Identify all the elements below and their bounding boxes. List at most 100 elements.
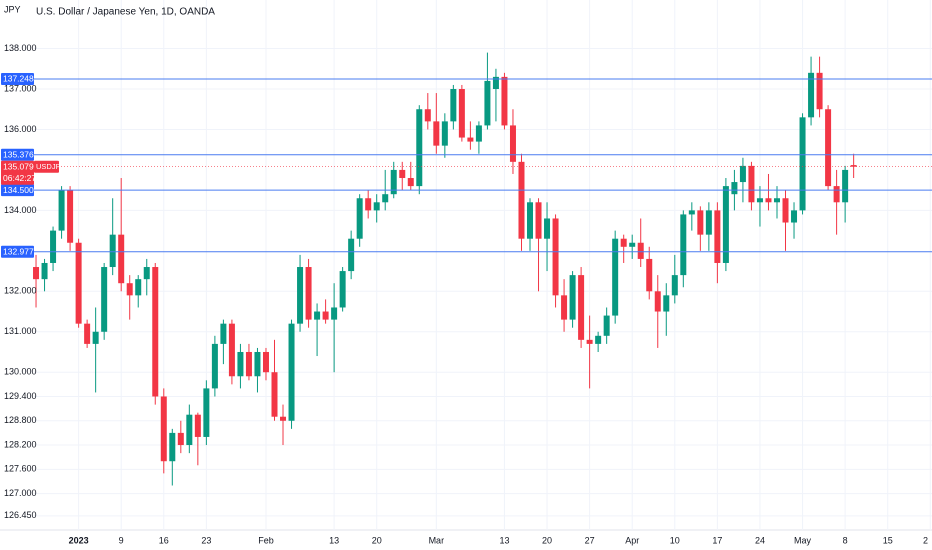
candle-body (509, 125, 516, 162)
y-tick-label: 131.000 (4, 326, 37, 336)
candle-body (228, 323, 235, 377)
candle-body (731, 182, 738, 195)
x-tick-label: 9 (119, 535, 124, 545)
x-tick-label: 20 (372, 535, 382, 545)
y-tick-label: 128.200 (4, 439, 37, 449)
level-tag (1, 184, 34, 197)
candle-body (535, 202, 542, 239)
candle-body (152, 267, 159, 397)
candle-body (390, 169, 397, 195)
candle-body (756, 198, 763, 203)
candle-body (433, 121, 440, 146)
x-tick-label: 13 (499, 535, 509, 545)
candle-body (697, 210, 704, 235)
candle-body (280, 416, 287, 421)
candle-body (748, 165, 755, 203)
candle-body (271, 372, 278, 417)
y-tick-label: 128.800 (4, 415, 37, 425)
y-tick-label: 134.000 (4, 205, 37, 215)
candle-body (237, 351, 244, 377)
level-tag (1, 245, 34, 258)
candle-body (773, 198, 780, 203)
candle-body (41, 262, 48, 280)
candle-body (314, 311, 321, 320)
candle-body (850, 165, 857, 167)
candle-body (254, 351, 261, 377)
candle-body (475, 125, 482, 142)
candle-body (808, 72, 815, 118)
candle-body (680, 214, 687, 276)
candle-body (705, 210, 712, 235)
candle-body (450, 89, 457, 122)
y-tick-label: 136.000 (4, 124, 37, 134)
candle-body (492, 76, 499, 90)
candle-body (765, 198, 772, 203)
candle-body (245, 351, 252, 377)
y-tick-label: 137.000 (4, 83, 37, 93)
current-price-label: 135.079 (3, 161, 34, 171)
candle-body (101, 267, 108, 332)
candle-body (92, 331, 99, 344)
candle-body (194, 414, 201, 437)
candle-body (143, 267, 150, 280)
candle-body (416, 109, 423, 187)
candle-body (348, 238, 355, 272)
x-tick-label: 27 (585, 535, 595, 545)
candle-body (825, 109, 832, 187)
candle-body (612, 238, 619, 316)
candle-body (552, 218, 559, 296)
level-label: 137.248 (3, 74, 34, 84)
candle-body (654, 291, 661, 312)
candle-body (739, 165, 746, 183)
x-tick-label: 2023 (69, 535, 89, 545)
candle-body (595, 335, 602, 344)
candle-body (467, 137, 474, 142)
candle-body (382, 194, 389, 203)
candle-body (833, 186, 840, 203)
x-tick-label: 24 (755, 535, 765, 545)
x-tick-label: 13 (329, 535, 339, 545)
level-tag (1, 148, 34, 161)
candle-body (544, 218, 551, 239)
candle-body (126, 283, 133, 296)
countdown-label: 06:42:27 (3, 173, 36, 183)
candle-body (501, 76, 508, 126)
candle-body (109, 234, 116, 268)
candle-body (484, 80, 491, 126)
y-tick-label: 129.400 (4, 391, 37, 401)
candle-body (135, 279, 142, 296)
candle-body (714, 210, 721, 263)
x-tick-label: 10 (670, 535, 680, 545)
candle-body (458, 89, 465, 138)
candle-body (620, 238, 627, 247)
candle-body (50, 230, 57, 263)
candle-body (67, 190, 74, 243)
candle-body (578, 275, 585, 340)
candle-body (586, 339, 593, 344)
candle-body (407, 178, 414, 187)
candle-body (791, 210, 798, 223)
candle-body (118, 234, 125, 284)
candle-body (782, 198, 789, 223)
candle-body (629, 242, 636, 247)
current-price-tag (1, 160, 34, 185)
x-tick-label: 8 (843, 535, 848, 545)
candle-body (169, 432, 176, 462)
candle-body (322, 311, 329, 320)
candle-body (722, 186, 729, 263)
candle-body (262, 351, 269, 373)
candle-body (75, 242, 82, 324)
candle-body (424, 109, 431, 122)
candle-body (399, 169, 406, 179)
candle-body (211, 343, 218, 389)
x-tick-label: 17 (712, 535, 722, 545)
candle-body (160, 396, 167, 462)
candle-body (561, 295, 568, 320)
candle-body (288, 323, 295, 421)
candle-body (637, 242, 644, 259)
level-label: 132.977 (3, 247, 34, 257)
level-label: 134.500 (3, 185, 34, 195)
candle-body (663, 295, 670, 312)
